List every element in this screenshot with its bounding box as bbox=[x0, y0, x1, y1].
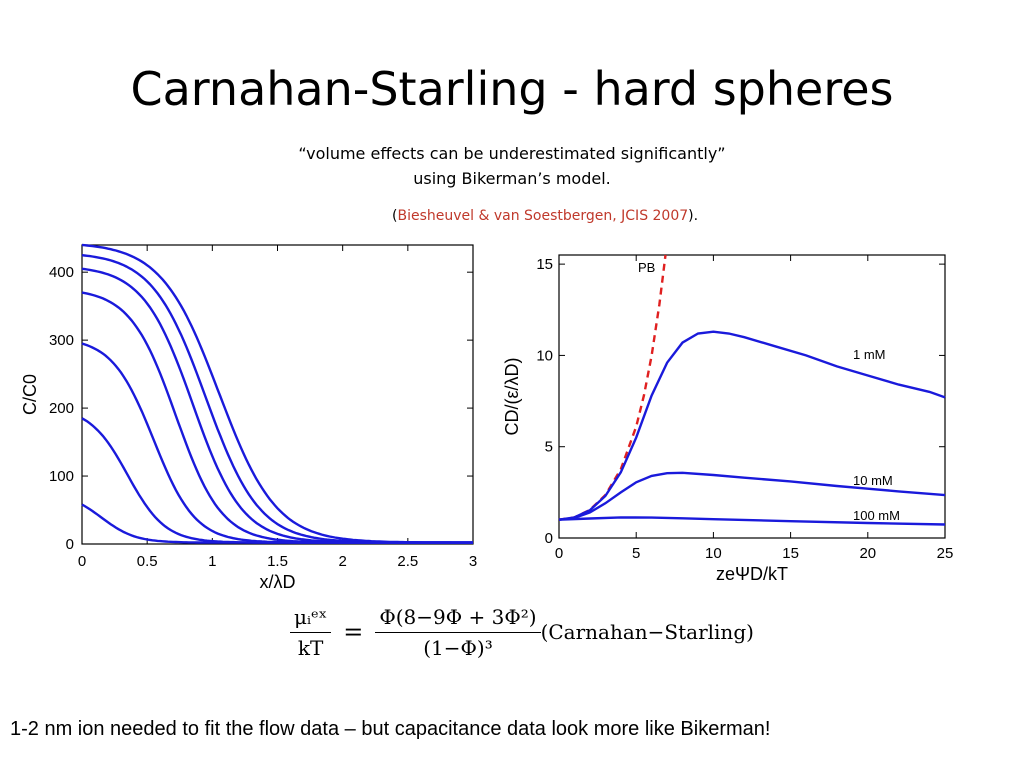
citation-close: ). bbox=[688, 208, 699, 224]
right-y-tick-label: 10 bbox=[536, 347, 553, 364]
equation-label: (Carnahan−Starling) bbox=[540, 620, 754, 644]
lhs-fraction: μᵢᵉˣ kT bbox=[290, 605, 332, 660]
right-x-tick-label: 20 bbox=[859, 545, 876, 562]
quote-line-1: “volume effects can be underestimated si… bbox=[298, 144, 726, 163]
lhs-denominator: kT bbox=[297, 635, 324, 660]
right-series-line-0 bbox=[558, 254, 667, 521]
right-series-line-2 bbox=[558, 471, 946, 521]
right-series-line-3 bbox=[558, 516, 946, 526]
lhs-numerator: μᵢᵉˣ bbox=[290, 605, 332, 633]
left-x-tick-label: 1 bbox=[208, 553, 216, 570]
left-y-tick-label: 0 bbox=[66, 536, 74, 553]
right-series-line-1 bbox=[558, 330, 946, 521]
left-series-line bbox=[81, 503, 473, 544]
slide-title: Carnahan-Starling - hard spheres bbox=[130, 62, 894, 116]
bottom-caption: 1-2 nm ion needed to fit the flow data –… bbox=[10, 718, 771, 740]
right-x-tick-label: 15 bbox=[782, 545, 799, 562]
left-y-axis-label: C/C0 bbox=[20, 374, 40, 415]
rhs-fraction: Φ(8−9Φ + 3Φ²) (1−Φ)³ bbox=[375, 605, 541, 660]
carnahan-starling-equation: μᵢᵉˣ kT = Φ(8−9Φ + 3Φ²) (1−Φ)³ (Carnahan… bbox=[290, 596, 780, 668]
left-y-tick-label: 400 bbox=[49, 264, 74, 281]
right-x-tick-label: 10 bbox=[705, 545, 722, 562]
quote-line-2: using Bikerman’s model. bbox=[413, 169, 611, 188]
right-y-axis-label: CD/(ε/λD) bbox=[502, 357, 522, 435]
rhs-numerator: Φ(8−9Φ + 3Φ²) bbox=[375, 605, 541, 633]
left-x-tick-label: 2.5 bbox=[397, 553, 418, 570]
right-series-label: 1 mM bbox=[853, 347, 886, 362]
citation-reference: Biesheuvel & van Soestbergen, JCIS 2007 bbox=[397, 208, 689, 224]
left-x-tick-label: 1.5 bbox=[267, 553, 288, 570]
right-x-tick-label: 0 bbox=[555, 545, 563, 562]
citation: (Biesheuvel & van Soestbergen, JCIS 2007… bbox=[392, 208, 698, 224]
left-x-tick-label: 3 bbox=[469, 553, 477, 570]
left-y-tick-label: 300 bbox=[49, 332, 74, 349]
right-y-tick-label: 15 bbox=[536, 256, 553, 273]
right-x-tick-label: 5 bbox=[632, 545, 640, 562]
right-series-label: 10 mM bbox=[853, 473, 893, 488]
right-x-axis-label: zeΨD/kT bbox=[716, 564, 788, 584]
left-y-tick-label: 200 bbox=[49, 400, 74, 417]
right-y-tick-label: 5 bbox=[545, 439, 553, 456]
left-y-tick-label: 100 bbox=[49, 468, 74, 485]
right-x-tick-label: 25 bbox=[937, 545, 954, 562]
right-y-tick-label: 0 bbox=[545, 530, 553, 547]
equals-sign: = bbox=[343, 618, 364, 646]
quote: “volume effects can be underestimated si… bbox=[0, 141, 1024, 191]
right-series-label: PB bbox=[638, 260, 655, 275]
left-x-tick-label: 2 bbox=[338, 553, 346, 570]
right-series-label: 100 mM bbox=[853, 508, 900, 523]
rhs-denominator: (1−Φ)³ bbox=[423, 635, 493, 660]
left-x-tick-label: 0 bbox=[78, 553, 86, 570]
left-x-tick-label: 0.5 bbox=[137, 553, 158, 570]
left-x-axis-label: x/λD bbox=[260, 572, 296, 592]
citation-open: ( bbox=[392, 208, 398, 224]
